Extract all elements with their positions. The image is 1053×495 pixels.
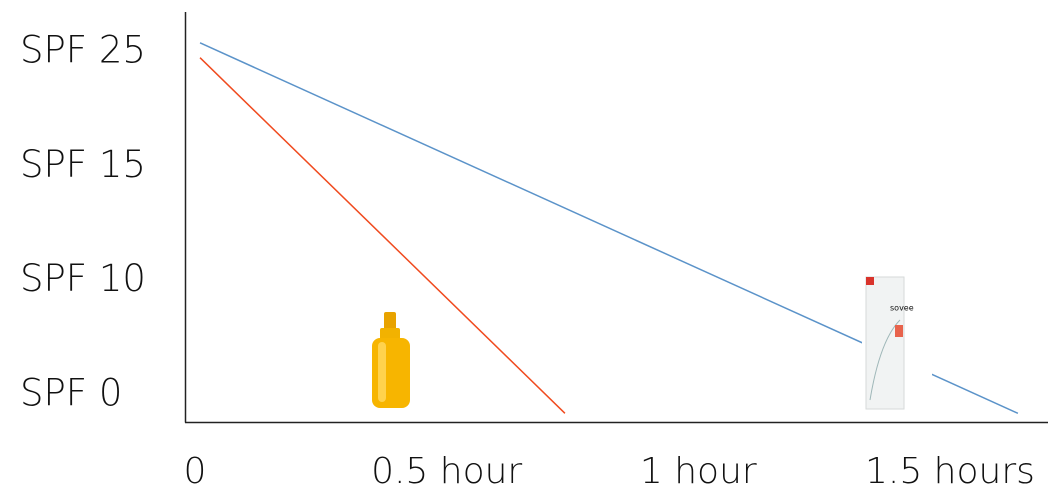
sunscreen-box: sovee	[862, 272, 932, 412]
x-tick-label: 0	[184, 451, 207, 492]
box-label: sovee	[890, 304, 914, 313]
line-series	[199, 57, 566, 414]
x-tick-label: 1 hour	[640, 451, 757, 492]
y-tick-label: SPF 15	[20, 143, 146, 186]
spray-bottle	[372, 312, 410, 408]
product-images: sovee	[372, 272, 932, 412]
y-tick-label: SPF 0	[20, 372, 122, 415]
y-tick-label: SPF 25	[20, 29, 146, 72]
x-tick-label: 1.5 hours	[865, 451, 1035, 492]
x-tick-label: 0.5 hour	[371, 451, 522, 492]
y-tick-label: SPF 10	[20, 257, 146, 300]
